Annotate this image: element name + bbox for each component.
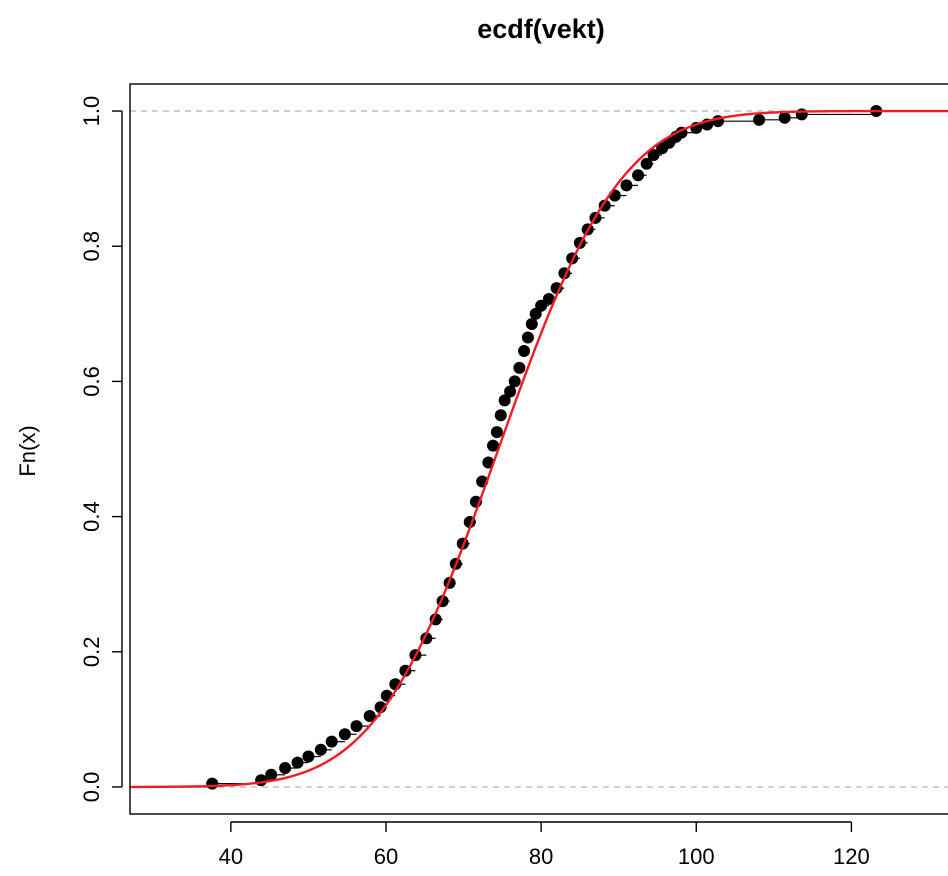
y-tick-label: 0.6: [79, 366, 104, 397]
ecdf-point: [518, 344, 531, 357]
ecdf-points: [206, 105, 883, 790]
ecdf-point: [490, 426, 503, 439]
y-tick-label: 0.0: [79, 772, 104, 803]
ecdf-point: [494, 409, 507, 422]
fitted-normal-curve: [129, 109, 948, 789]
ecdf-point: [487, 439, 500, 452]
ecdf-point: [508, 375, 521, 388]
ecdf-point: [350, 720, 363, 733]
ecdf-point: [632, 169, 645, 182]
y-tick-label: 1.0: [79, 96, 104, 127]
ecdf-point: [513, 361, 526, 374]
ecdf-point: [314, 743, 327, 756]
plot-frame: [129, 83, 948, 815]
ecdf-point: [338, 728, 351, 741]
y-axis-title: Fn(x): [15, 425, 40, 476]
x-tick-label: 120: [833, 844, 870, 869]
ecdf-point: [265, 768, 278, 781]
ecdf-point: [498, 394, 511, 407]
ecdf-point: [535, 299, 548, 312]
y-axis: 0.0 0.2 0.4 0.6 0.8 1.0: [79, 96, 123, 803]
y-tick-label: 0.8: [79, 231, 104, 262]
y-tick-label: 0.4: [79, 501, 104, 532]
x-tick-label: 80: [529, 844, 553, 869]
ecdf-point: [255, 774, 268, 787]
ecdf-point: [542, 292, 555, 305]
ecdf-steps: [130, 110, 948, 788]
ecdf-point: [620, 179, 633, 192]
ecdf-point: [504, 385, 517, 398]
ecdf-point: [279, 762, 292, 775]
ecdf-point: [363, 709, 376, 722]
ecdf-point: [206, 777, 219, 790]
chart-title: ecdf(vekt): [477, 14, 605, 44]
x-tick-label: 40: [219, 844, 243, 869]
ecdf-point: [302, 750, 315, 763]
x-axis: 40 60 80 100 120: [219, 821, 870, 869]
x-tick-label: 60: [374, 844, 398, 869]
ecdf-point: [325, 735, 338, 748]
y-tick-label: 0.2: [79, 636, 104, 667]
x-tick-label: 100: [678, 844, 715, 869]
y-reference-lines: [130, 110, 948, 788]
ecdf-point: [291, 756, 304, 769]
ecdf-point: [525, 317, 538, 330]
ecdf-point: [753, 113, 766, 126]
ecdf-point: [521, 331, 534, 344]
ecdf-point: [647, 148, 660, 161]
ecdf-point: [640, 157, 653, 170]
ecdf-point: [778, 111, 791, 124]
ecdf-point: [795, 108, 808, 121]
